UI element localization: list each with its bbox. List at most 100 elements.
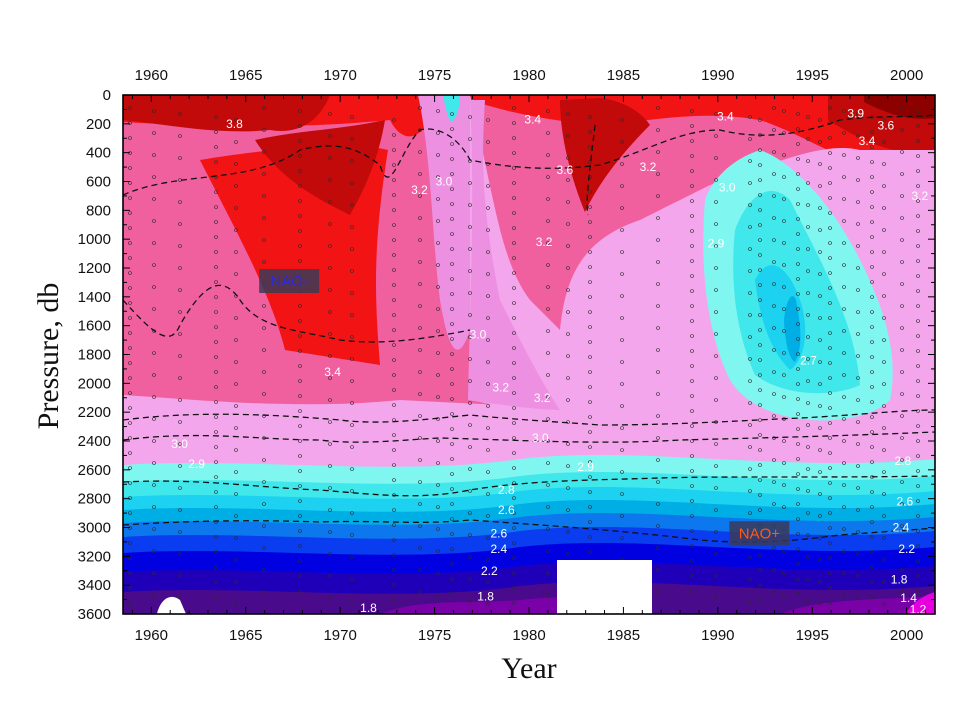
contour-label: 3.9 xyxy=(847,107,864,121)
x-tick-label: 1965 xyxy=(229,627,262,644)
y-tick-label: 1600 xyxy=(78,318,111,335)
x-tick-label-top: 1985 xyxy=(607,67,640,84)
dashed-isoline xyxy=(123,114,935,196)
contour-band xyxy=(784,296,801,362)
contour-band xyxy=(123,395,935,470)
contour-label: 2.6 xyxy=(896,495,913,509)
contour-label: 3.6 xyxy=(557,163,574,177)
y-tick-label: 2800 xyxy=(78,491,111,508)
dashed-isoline xyxy=(123,409,935,426)
dashed-isoline xyxy=(586,124,596,216)
contour-label: 1.8 xyxy=(360,601,377,615)
dashed-isolines xyxy=(123,114,935,543)
x-tick-label: 1980 xyxy=(512,627,545,644)
contour-label: 2.7 xyxy=(800,353,817,367)
contour-label: 1.4 xyxy=(900,591,917,605)
x-tick-label-top: 1995 xyxy=(796,67,829,84)
contour-band xyxy=(905,592,935,614)
y-tick-label: 3200 xyxy=(78,548,111,565)
contour-label: 2.9 xyxy=(577,460,594,474)
contour-label: 2.8 xyxy=(895,454,912,468)
x-tick-label: 1975 xyxy=(418,627,451,644)
contour-label: 3.4 xyxy=(717,110,734,124)
annotation-label: NAO- xyxy=(270,273,308,290)
y-tick-label: 0 xyxy=(103,87,111,104)
contour-label: 2.2 xyxy=(898,542,915,556)
x-tick-label-top: 1960 xyxy=(135,67,168,84)
contour-label: 3.2 xyxy=(492,381,509,395)
contour-label: 2.2 xyxy=(481,564,498,578)
contour-label: 2.6 xyxy=(498,503,515,517)
contour-label: 3.4 xyxy=(859,134,876,148)
y-tick-label: 800 xyxy=(86,202,111,219)
y-tick-label: 200 xyxy=(86,116,111,133)
annotation-nao-plus: NAO+ xyxy=(729,521,790,546)
x-tick-label-top: 2000 xyxy=(890,67,923,84)
data-gap-region xyxy=(157,560,652,614)
annotation-box xyxy=(729,521,790,546)
contour-label: 3.2 xyxy=(536,235,553,249)
contour-band xyxy=(123,581,935,614)
contour-label: 2.9 xyxy=(708,236,725,250)
y-tick-label: 1200 xyxy=(78,260,111,277)
y-tick-label: 2000 xyxy=(78,375,111,392)
x-tick-label-top: 1975 xyxy=(418,67,451,84)
contour-label: 3.0 xyxy=(470,327,487,341)
dashed-isoline xyxy=(123,284,471,343)
annotation-box xyxy=(259,268,320,293)
dashed-isoline xyxy=(123,475,935,497)
x-axis-title: Year xyxy=(501,652,556,685)
contour-band xyxy=(560,98,650,212)
contour-label: 2.4 xyxy=(490,542,507,556)
x-tick-label-top: 1980 xyxy=(512,67,545,84)
y-tick-label: 3000 xyxy=(78,520,111,537)
contour-label: 2.8 xyxy=(498,483,515,497)
contour-band xyxy=(123,95,935,174)
y-tick-label: 1400 xyxy=(78,289,111,306)
contour-label: 1.8 xyxy=(477,590,494,604)
contour-label: 3.2 xyxy=(912,189,929,203)
y-tick-label: 1000 xyxy=(78,231,111,248)
contour-label: 1.2 xyxy=(910,603,927,617)
x-tick-label: 1960 xyxy=(135,627,168,644)
y-axis-title: Pressure, db xyxy=(32,283,65,430)
annotation-label: NAO+ xyxy=(739,525,781,542)
contour-fill-area: 3.83.43.23.03.02.93.23.03.23.03.23.63.43… xyxy=(123,95,935,617)
contour-label: 3.4 xyxy=(524,113,541,127)
x-tick-label-top: 1990 xyxy=(701,67,734,84)
y-tick-label: 1800 xyxy=(78,347,111,364)
y-tick-label: 400 xyxy=(86,145,111,162)
contour-label: 3.4 xyxy=(324,365,341,379)
x-tick-label: 1970 xyxy=(323,627,356,644)
contour-label: 3.2 xyxy=(640,160,657,174)
contour-label: 3.2 xyxy=(411,183,428,197)
x-tick-label: 2000 xyxy=(890,627,923,644)
x-tick-label: 1995 xyxy=(796,627,829,644)
contour-band xyxy=(780,596,935,614)
x-tick-label: 1990 xyxy=(701,627,734,644)
x-tick-label: 1985 xyxy=(607,627,640,644)
y-tick-label: 3600 xyxy=(78,606,111,623)
contour-label: 3.0 xyxy=(436,175,453,189)
contour-label: 3.6 xyxy=(878,118,895,132)
contour-band xyxy=(443,95,460,122)
x-tick-label-top: 1965 xyxy=(229,67,262,84)
contour-band xyxy=(864,95,935,119)
contour-label: 2.9 xyxy=(188,457,205,471)
contour-label: 3.8 xyxy=(226,117,243,131)
x-tick-label-top: 1970 xyxy=(323,67,356,84)
y-tick-label: 2200 xyxy=(78,404,111,421)
dashed-isoline xyxy=(123,519,935,543)
y-tick-label: 2400 xyxy=(78,433,111,450)
y-tick-label: 2600 xyxy=(78,462,111,479)
contour-label: 2.6 xyxy=(490,526,507,540)
y-tick-label: 600 xyxy=(86,174,111,191)
contour-label: 3.0 xyxy=(171,437,188,451)
contour-band xyxy=(468,100,560,410)
contour-band xyxy=(255,120,385,215)
annotation-nao-minus: NAO- xyxy=(259,268,320,293)
contour-label: 3.0 xyxy=(532,431,549,445)
contour-label: 3.2 xyxy=(534,391,551,405)
contour-label: 3.0 xyxy=(719,180,736,194)
